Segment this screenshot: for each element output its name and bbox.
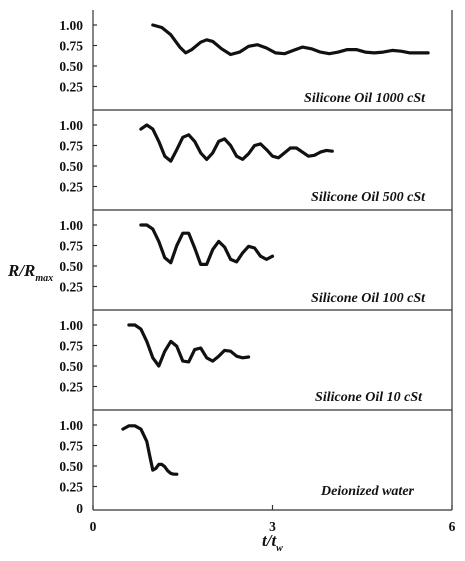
y-tick-label: 0.50 [59, 359, 83, 374]
y-tick-label: 0.25 [59, 280, 83, 295]
y-tick-label: 0.50 [59, 59, 83, 74]
x-axis: 00 3 6 [76, 501, 455, 534]
y-tick-label: 1.00 [59, 418, 83, 433]
x-axis-title: t/tw [262, 531, 283, 554]
y-tick-label: 0.75 [59, 39, 83, 54]
panel-label: Deionized water [320, 484, 414, 499]
series-line-5 [121, 424, 179, 476]
y-tick-label: 0.50 [59, 459, 83, 474]
y-axis-title: R/Rmax [7, 261, 53, 284]
y-tick-label: 1.00 [59, 218, 83, 233]
panel-5: 1.00 0.75 0.50 0.25 Deionized water [59, 410, 453, 511]
panel-label: Silicone Oil 100 cSt [311, 291, 426, 306]
y-tick-label: 0.50 [59, 259, 83, 274]
y-tick-label: 0.75 [59, 339, 83, 354]
y-tick-label: 0.25 [59, 380, 83, 395]
y-tick-label: 1.00 [59, 18, 83, 33]
y-tick-label: 0.50 [59, 159, 83, 174]
y-tick-label: 0.25 [59, 480, 83, 495]
panel-3: 1.00 0.75 0.50 0.25 Silicone Oil 100 cSt [59, 210, 453, 311]
panel-label: Silicone Oil 10 cSt [315, 390, 423, 405]
series-line-4 [127, 323, 251, 368]
y-tick-label: 1.00 [59, 118, 83, 133]
panel-label: Silicone Oil 500 cSt [311, 190, 426, 205]
y-tick-label: 0.75 [59, 139, 83, 154]
panel-4: 1.00 0.75 0.50 0.25 Silicone Oil 10 cSt [59, 310, 453, 411]
x-tick-label: 3 [269, 519, 276, 534]
x-tick-label: 6 [449, 519, 456, 534]
y-tick-label: 0.75 [59, 439, 83, 454]
series-line-3 [139, 223, 275, 266]
panel-1: 1.00 0.75 0.50 0.25 Silicone Oil 1000 cSt [59, 10, 453, 111]
y-tick-label-zero: 0 [76, 501, 83, 516]
y-tick-label: 1.00 [59, 318, 83, 333]
y-tick-label: 0.75 [59, 239, 83, 254]
y-tick-label: 0.25 [59, 80, 83, 95]
series-line-2 [139, 123, 334, 163]
panel-2: 1.00 0.75 0.50 0.25 Silicone Oil 500 cSt [59, 110, 453, 211]
panel-label: Silicone Oil 1000 cSt [304, 91, 426, 106]
x-tick-label: 0 [90, 519, 97, 534]
y-tick-label: 0.25 [59, 180, 83, 195]
series-line-1 [151, 23, 430, 57]
